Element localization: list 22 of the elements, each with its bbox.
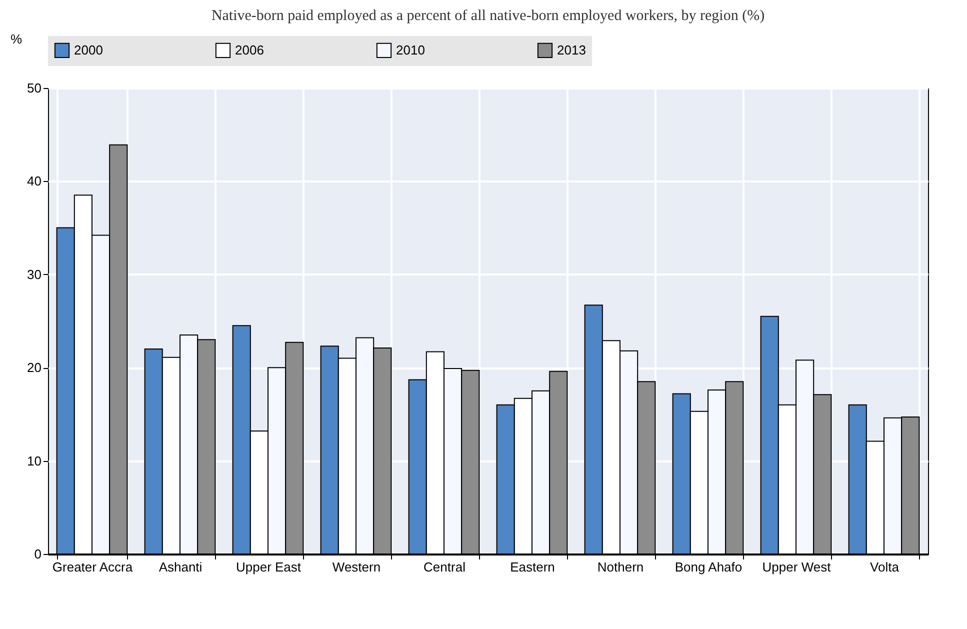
- x-tick-label: Western: [332, 560, 381, 574]
- legend-label: 2000: [74, 42, 103, 58]
- legend-label: 2010: [396, 42, 425, 58]
- y-tick-label: 30: [27, 266, 42, 282]
- x-tick-label: Upper East: [236, 560, 302, 574]
- y-tick-label: 20: [27, 360, 42, 376]
- y-tick-label: 0: [34, 546, 42, 562]
- y-tick-label: 40: [27, 174, 42, 189]
- x-tick-label: Volta: [870, 560, 900, 574]
- x-tick-label: Upper West: [762, 560, 832, 574]
- legend-label: 2006: [235, 42, 264, 58]
- x-tick-label: Greater Accra: [52, 560, 134, 574]
- chart-title: Native-born paid employed as a percent of all native-born employed workers, by region (%): [211, 8, 765, 24]
- x-tick-label: Central: [424, 560, 466, 574]
- y-axis-title: %: [10, 32, 22, 46]
- x-tick-label: Nothern: [597, 560, 644, 574]
- x-tick-label: Eastern: [510, 560, 555, 574]
- x-tick-label: Ashanti: [158, 560, 202, 574]
- y-tick-label: 10: [27, 453, 42, 468]
- x-tick-label: Bong Ahafo: [674, 560, 742, 574]
- legend-label: 2013: [557, 42, 586, 58]
- y-tick-label: 50: [27, 80, 42, 96]
